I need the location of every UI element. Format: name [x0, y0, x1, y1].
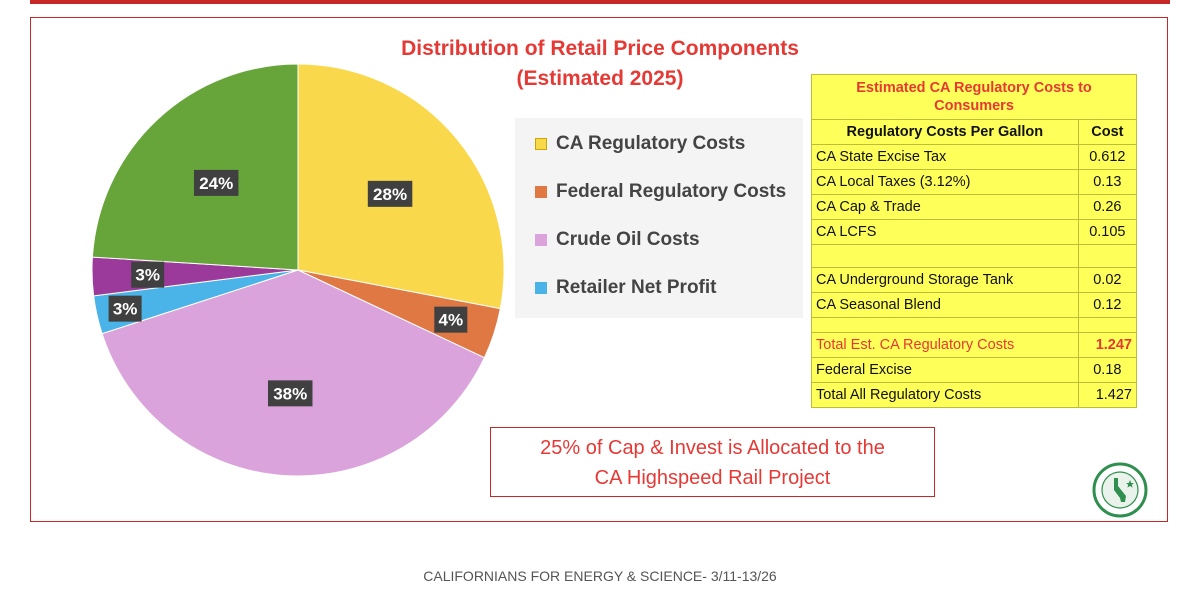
- row-item: Total All Regulatory Costs: [811, 382, 1079, 408]
- svg-text:28%: 28%: [373, 185, 407, 204]
- row-item: CA LCFS: [811, 219, 1079, 245]
- table-header-row: Regulatory Costs Per Gallon Cost: [811, 119, 1138, 145]
- pie-labels: 28% 4% 38% 3% 3% 24%: [108, 169, 468, 407]
- chart-title-line: Distribution of Retail Price Components: [401, 37, 799, 60]
- row-cost: 0.612: [1077, 144, 1138, 170]
- svg-text:3%: 3%: [113, 300, 138, 319]
- legend-item-federal-regulatory: Federal Regulatory Costs: [535, 180, 786, 204]
- svg-text:24%: 24%: [199, 174, 233, 193]
- legend-label: CA Regulatory Costs: [556, 133, 746, 154]
- legend-swatch: [535, 282, 547, 294]
- total-all-row: Total All Regulatory Costs 1.427: [811, 382, 1138, 408]
- legend-item-crude-oil: Crude Oil Costs: [535, 228, 700, 252]
- total-ca-row: Total Est. CA Regulatory Costs 1.247: [811, 332, 1138, 358]
- table-row: CA Underground Storage Tank 0.02: [811, 267, 1138, 293]
- pie-data-label: 3%: [108, 295, 142, 322]
- regulatory-costs-table: Estimated CA Regulatory Costs to Consume…: [811, 74, 1138, 408]
- spacer-row: [811, 317, 1138, 333]
- chart-subtitle: (Estimated 2025): [516, 67, 684, 90]
- pie-data-label: 28%: [367, 180, 413, 207]
- row-cost: 0.12: [1077, 292, 1138, 318]
- chart-title: Distribution of Retail Price Components …: [330, 34, 870, 94]
- table-row: CA LCFS 0.105: [811, 219, 1138, 245]
- pie-data-label: 3%: [131, 261, 165, 288]
- row-item: CA Underground Storage Tank: [811, 267, 1079, 293]
- row-cost: 0.02: [1077, 267, 1138, 293]
- pie-slice: [101, 269, 486, 477]
- svg-text:38%: 38%: [273, 384, 307, 403]
- federal-excise-row: Federal Excise 0.18: [811, 357, 1138, 383]
- footer-text: CALIFORNIANS FOR ENERGY & SCIENCE- 3/11-…: [423, 568, 777, 584]
- legend-item-ca-regulatory: CA Regulatory Costs: [535, 132, 745, 156]
- row-cost: 0.26: [1077, 194, 1138, 220]
- row-cost: 0.18: [1077, 357, 1138, 383]
- slide-frame: [30, 17, 1168, 522]
- row-item: CA State Excise Tax: [811, 144, 1079, 170]
- pie-slice: [91, 63, 299, 271]
- callout-line: CA Highspeed Rail Project: [594, 467, 831, 489]
- top-bar: [30, 0, 1170, 4]
- row-item: CA Local Taxes (3.12%): [811, 169, 1079, 195]
- table-row: CA Cap & Trade 0.26: [811, 194, 1138, 220]
- table-row: CA Local Taxes (3.12%) 0.13: [811, 169, 1138, 195]
- legend-label: Crude Oil Costs: [556, 229, 700, 250]
- row-cost: 1.427: [1077, 382, 1138, 408]
- table-row: CA Seasonal Blend 0.12: [811, 292, 1138, 318]
- row-item: Total Est. CA Regulatory Costs: [811, 332, 1079, 358]
- legend-swatch: [535, 138, 547, 150]
- svg-text:4%: 4%: [439, 311, 464, 330]
- row-cost: 1.247: [1077, 332, 1138, 358]
- pie-data-label: 4%: [434, 306, 468, 333]
- row-cost: 0.105: [1077, 219, 1138, 245]
- table-title: Estimated CA Regulatory Costs to Consume…: [811, 74, 1137, 120]
- legend-label: Retailer Net Profit: [556, 277, 717, 298]
- legend-swatch: [535, 234, 547, 246]
- row-cost: 0.13: [1077, 169, 1138, 195]
- header-cost: Cost: [1077, 119, 1138, 145]
- chart-legend: CA Regulatory Costs Federal Regulatory C…: [515, 118, 803, 318]
- spacer-row: [811, 244, 1138, 268]
- svg-text:3%: 3%: [135, 266, 160, 285]
- row-item: CA Cap & Trade: [811, 194, 1079, 220]
- table-row: CA State Excise Tax 0.612: [811, 144, 1138, 170]
- californians-logo-icon: [1092, 462, 1148, 518]
- pie-data-label: 38%: [267, 380, 313, 407]
- row-item: Federal Excise: [811, 357, 1079, 383]
- legend-label: Federal Regulatory Costs: [556, 181, 787, 202]
- legend-swatch: [535, 186, 547, 198]
- callout-box: 25% of Cap & Invest is Allocated to the …: [490, 427, 935, 497]
- pie-data-label: 24%: [193, 169, 239, 196]
- header-item: Regulatory Costs Per Gallon: [811, 119, 1079, 145]
- legend-item-retailer-profit: Retailer Net Profit: [535, 276, 716, 300]
- row-item: CA Seasonal Blend: [811, 292, 1079, 318]
- callout-line: 25% of Cap & Invest is Allocated to the: [540, 437, 885, 459]
